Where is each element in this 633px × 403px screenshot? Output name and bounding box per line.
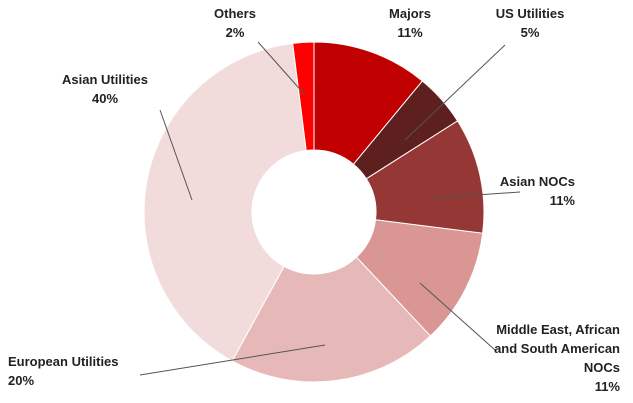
slice-name: Middle East, African and South American … — [494, 322, 620, 375]
slice-label: Asian NOCs 11% — [480, 172, 575, 210]
donut-slice — [143, 42, 307, 362]
slice-value: 11% — [397, 25, 423, 40]
leader-line — [139, 344, 326, 376]
slice-label: Asian Utilities 40% — [50, 70, 160, 108]
slice-value: 11% — [594, 379, 620, 394]
leader-line — [404, 44, 506, 141]
leader-line — [419, 282, 496, 351]
leader-lines — [139, 41, 521, 376]
slice-name: US Utilities — [495, 6, 565, 21]
donut-slice — [231, 256, 432, 383]
slice-label: Others 2% — [200, 4, 270, 42]
slice-label: US Utilities 5% — [485, 4, 575, 42]
slice-name: Majors — [389, 6, 431, 21]
slice-name: Asian NOCs — [499, 174, 575, 189]
slice-label: European Utilities 20% — [8, 352, 148, 390]
slice-value: 40% — [91, 91, 119, 106]
slice-value: 2% — [225, 25, 245, 40]
slice-name: Asian Utilities — [62, 72, 148, 87]
slice-name: European Utilities — [8, 354, 119, 369]
slice-label: Middle East, African and South American … — [470, 320, 620, 396]
slice-label: Majors 11% — [370, 4, 450, 42]
leader-line — [431, 191, 521, 199]
slice-value: 20% — [8, 373, 35, 388]
donut-slice — [292, 41, 315, 152]
slice-value: 5% — [520, 25, 540, 40]
leader-line — [159, 109, 193, 201]
slice-value: 11% — [549, 193, 575, 208]
leader-line — [257, 41, 306, 96]
slice-name: Others — [214, 6, 256, 21]
